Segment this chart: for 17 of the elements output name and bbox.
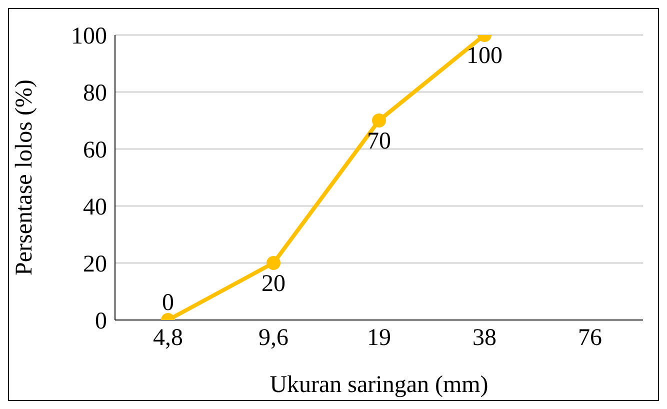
x-tick-label: 76: [578, 325, 602, 352]
x-axis-title: Ukuran saringan (mm): [270, 372, 488, 398]
data-label: 0: [162, 290, 174, 316]
y-tick-label: 80: [83, 80, 107, 107]
x-tick-label: 19: [367, 325, 391, 352]
y-tick-label: 60: [83, 138, 107, 164]
y-tick-label: 20: [83, 252, 107, 278]
data-label: 100: [466, 43, 502, 69]
y-tick-label: 40: [83, 194, 107, 221]
x-tick-label: 9,6: [258, 325, 288, 352]
y-tick-label: 0: [95, 308, 107, 335]
x-tick-label: 38: [472, 325, 496, 352]
y-tick-label: 100: [71, 24, 107, 50]
x-tick-label: 4,8: [153, 325, 183, 352]
data-label: 70: [367, 128, 391, 154]
data-label: 20: [262, 271, 286, 297]
y-axis-title: Persentase lolos (%): [12, 80, 38, 276]
